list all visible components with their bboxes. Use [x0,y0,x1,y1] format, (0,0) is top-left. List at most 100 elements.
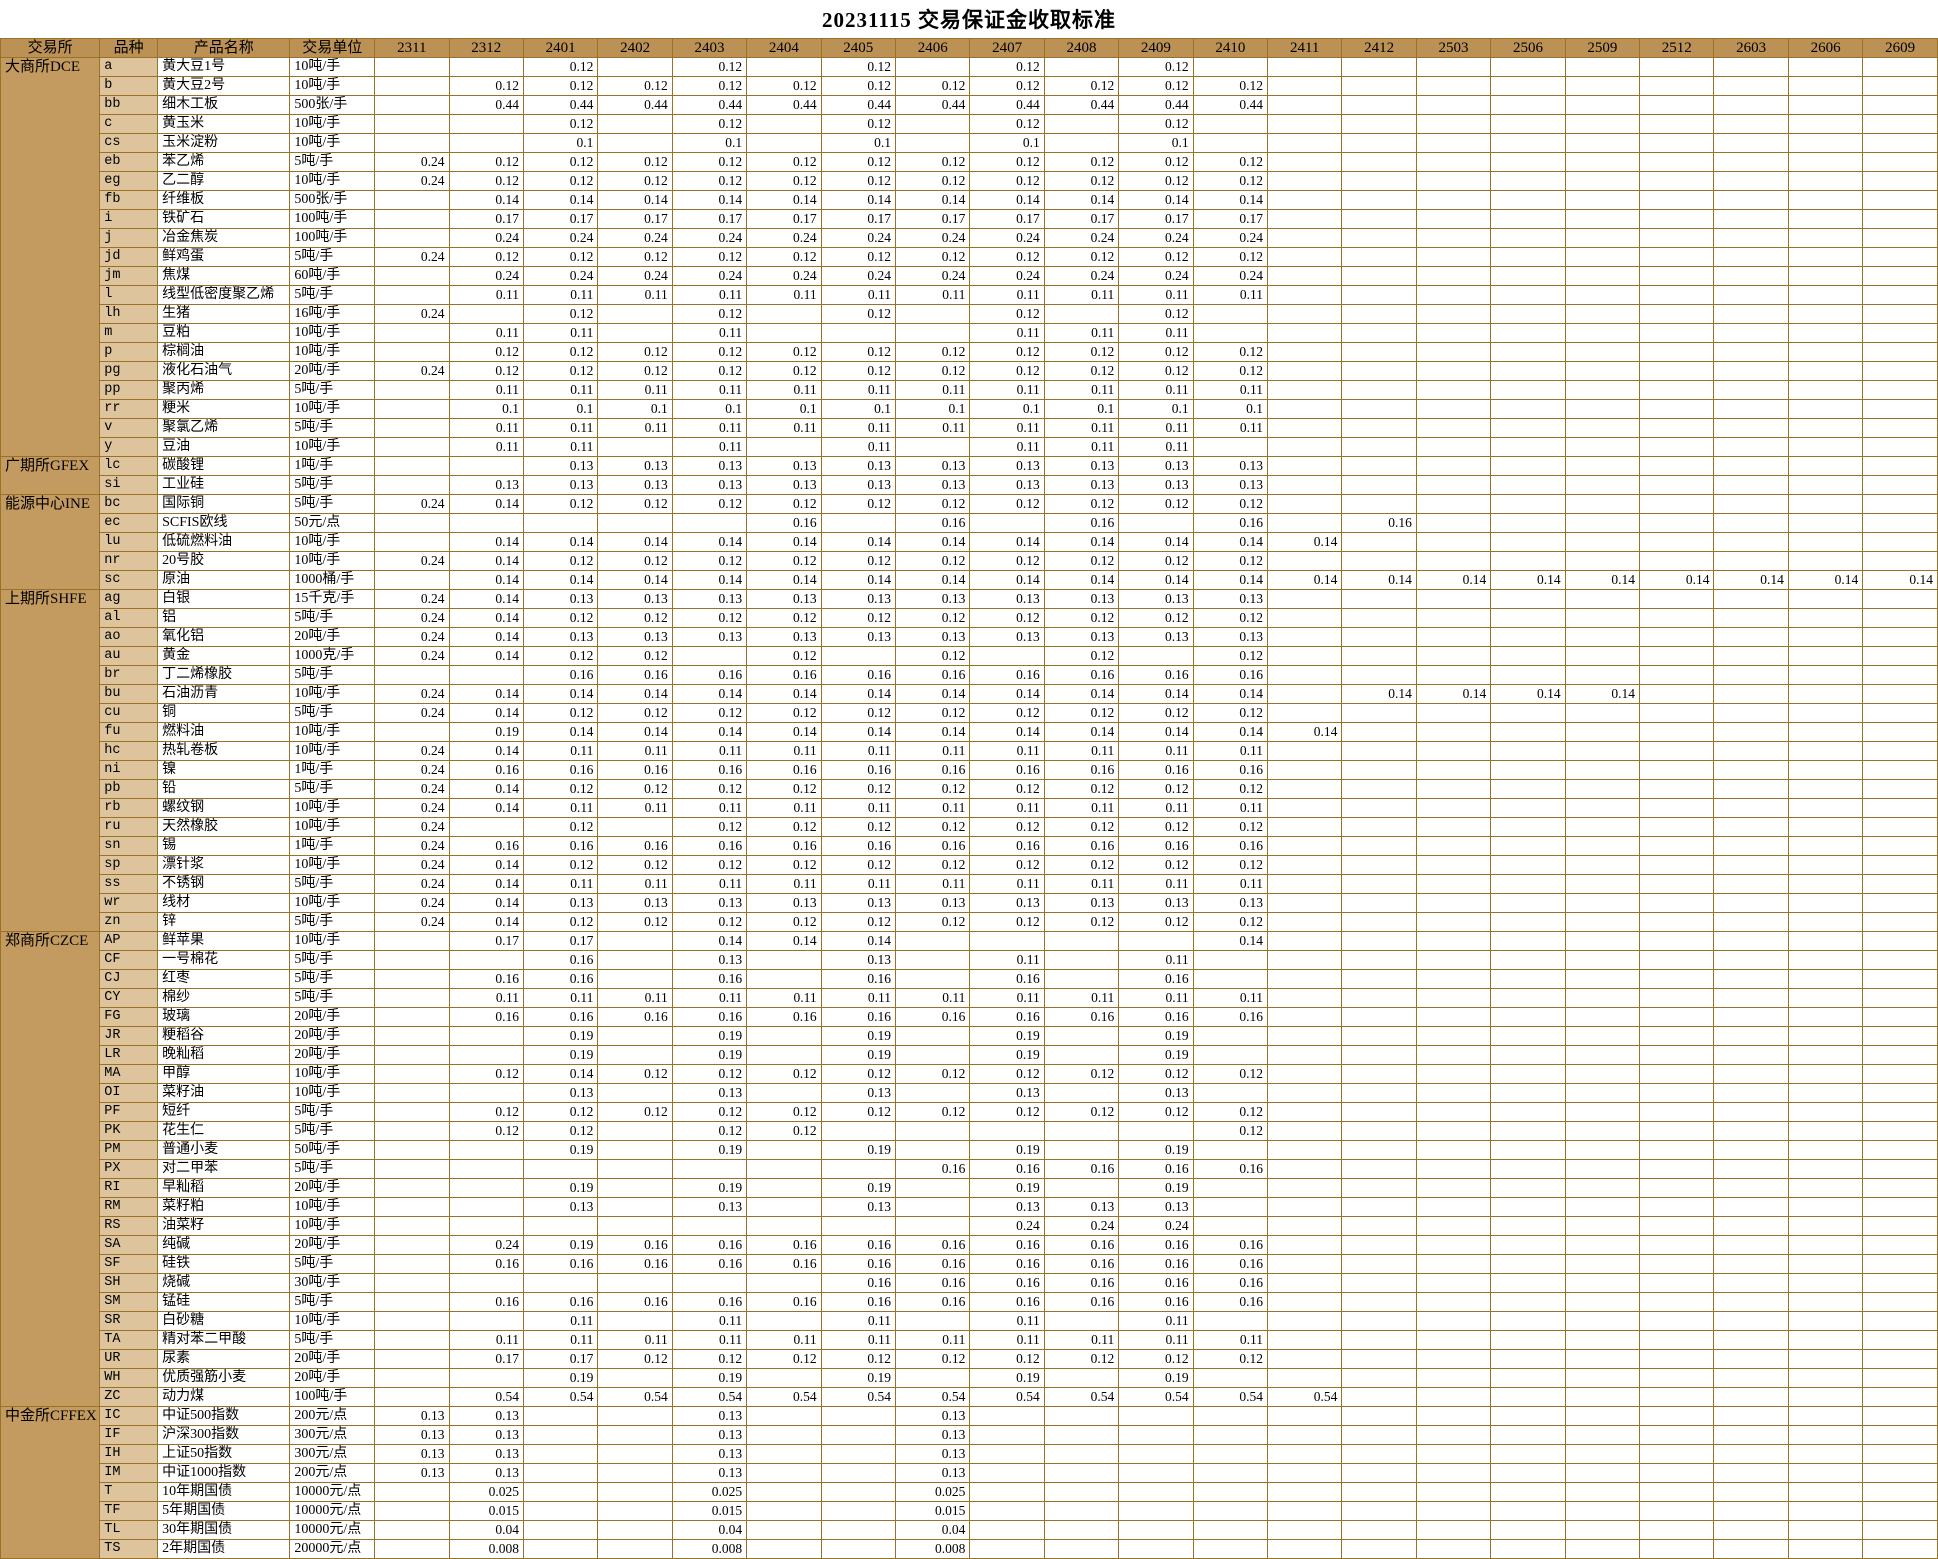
margin-value-cell: 0.44 [1192,95,1269,115]
header-row: 交易所 品种 产品名称 交易单位 2311 2312 2401 2402 2403 240… [0,38,1938,58]
product-code-cell: bc [99,494,159,514]
product-name-cell: 低硫燃料油 [157,532,291,552]
margin-value-cell [1490,1007,1566,1027]
margin-value-cell: 0.11 [671,874,748,894]
margin-value-cell: 0.12 [1118,114,1194,134]
margin-value-cell: 0.14 [597,722,673,742]
margin-value-cell: 0.16 [1192,760,1269,780]
margin-value-cell: 0.11 [746,741,822,761]
margin-value-cell: 0.12 [894,494,971,514]
margin-value-cell [1341,76,1417,96]
margin-value-cell [1415,1045,1492,1065]
margin-value-cell [1267,247,1343,267]
margin-value-cell [1564,95,1641,115]
margin-value-cell [1862,1292,1938,1312]
margin-value-cell [1862,323,1938,343]
margin-value-cell: 0.12 [1192,912,1269,932]
margin-value-cell [1787,1444,1864,1464]
product-code-cell: FG [99,1007,159,1027]
margin-value-cell: 0.13 [746,456,822,476]
margin-value-cell [1564,1026,1641,1046]
margin-value-cell: 0.16 [1341,513,1417,533]
margin-value-cell [1564,266,1641,286]
margin-value-cell: 0.16 [746,513,822,533]
trading-unit-cell: 10吨/手 [289,1064,376,1084]
margin-value-cell: 0.11 [1118,380,1194,400]
margin-value-cell: 0.1 [671,133,748,153]
product-code-cell: SA [99,1235,159,1255]
margin-value-cell [1043,1083,1120,1103]
margin-value-cell [1787,722,1864,742]
margin-value-cell: 0.13 [448,475,524,495]
margin-value-cell [1192,1406,1269,1426]
margin-value-cell [1267,209,1343,229]
margin-value-cell: 0.16 [597,665,673,685]
margin-value-cell: 0.12 [746,1121,822,1141]
margin-value-cell [1787,1387,1864,1407]
table-row: sp 漂针浆 10吨/手 0.24 0.14 0.12 0.12 0.12 0.12 0.12 0.… [1,855,1938,875]
margin-value-cell: 0.44 [671,95,748,115]
product-code-cell: sp [99,855,159,875]
margin-value-cell [1267,456,1343,476]
margin-value-cell [1639,817,1715,837]
margin-value-cell [522,1159,599,1179]
product-code-cell: IH [99,1444,159,1464]
margin-value-cell [597,323,673,343]
margin-value-cell [1862,266,1938,286]
margin-value-cell: 0.14 [1639,570,1715,590]
product-code-cell: pg [99,361,159,381]
margin-value-cell: 0.24 [374,152,450,172]
margin-value-cell: 0.16 [448,969,524,989]
margin-value-cell: 0.24 [820,228,896,248]
margin-value-cell: 0.1 [1043,399,1120,419]
table-row: ni 镍 1吨/手 0.24 0.16 0.16 0.16 0.16 0.16 0.16 0.16 0… [1,760,1938,780]
margin-value-cell [820,646,896,666]
margin-value-cell: 0.12 [448,247,524,267]
margin-value-cell: 0.12 [597,646,673,666]
margin-value-cell [1639,57,1715,77]
margin-value-cell: 0.12 [894,817,971,837]
margin-value-cell: 0.1 [746,399,822,419]
margin-value-cell: 0.24 [969,1216,1045,1236]
margin-value-cell: 0.12 [448,152,524,172]
margin-value-cell [1787,1235,1864,1255]
margin-value-cell [746,1406,822,1426]
margin-value-cell: 0.12 [1192,342,1269,362]
margin-value-cell: 0.1 [820,133,896,153]
margin-value-cell [1713,209,1789,229]
trading-unit-cell: 10000元/点 [289,1520,376,1540]
margin-value-cell: 0.11 [746,874,822,894]
margin-value-cell: 0.14 [1118,532,1194,552]
margin-value-cell: 0.16 [969,1159,1045,1179]
margin-value-cell [1564,1007,1641,1027]
margin-value-cell: 0.12 [597,855,673,875]
margin-value-cell: 0.19 [1118,1368,1194,1388]
margin-value-cell: 0.11 [597,988,673,1008]
margin-value-cell [1267,190,1343,210]
margin-value-cell: 0.24 [1043,1216,1120,1236]
product-code-cell: lc [99,456,159,476]
margin-value-cell [1043,1026,1120,1046]
table-row: c 黄玉米 10吨/手 0.12 0.12 0.12 0.12 0.12 [1,114,1938,134]
margin-value-cell [1713,266,1789,286]
margin-value-cell: 0.17 [671,209,748,229]
margin-value-cell: 0.12 [894,779,971,799]
product-name-cell: 锌 [157,912,291,932]
table-row: 大商所DCE a 黄大豆1号 10吨/手 0.12 0.12 0.12 0.12 0.12 [0,57,1938,457]
margin-value-cell [1341,1197,1417,1217]
margin-value-cell [1490,1045,1566,1065]
trading-unit-cell: 10吨/手 [289,931,376,951]
col-header-month-2406: 2406 [894,38,971,58]
margin-value-cell [1639,1311,1715,1331]
margin-value-cell: 0.12 [671,1064,748,1084]
margin-value-cell [1043,969,1120,989]
margin-value-cell [1341,114,1417,134]
margin-value-cell [1192,1216,1269,1236]
margin-value-cell: 0.13 [969,1197,1045,1217]
margin-value-cell [1713,646,1789,666]
margin-value-cell: 0.16 [969,836,1045,856]
margin-value-cell: 0.16 [820,1292,896,1312]
margin-value-cell [1490,475,1566,495]
margin-value-cell: 0.04 [894,1520,971,1540]
margin-value-cell: 0.16 [1192,1159,1269,1179]
